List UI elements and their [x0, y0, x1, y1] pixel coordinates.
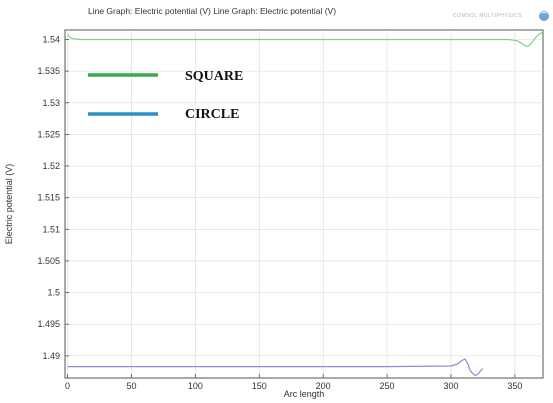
x-tick-label: 250 [380, 381, 395, 391]
grid [65, 30, 543, 378]
y-tick-label: 1.54 [42, 34, 60, 44]
chart-title: Line Graph: Electric potential (V) Line … [88, 6, 336, 16]
plot-frame [64, 29, 544, 379]
x-tick-label: 350 [507, 381, 522, 391]
series-group [67, 31, 544, 377]
y-tick-label: 1.495 [37, 319, 60, 329]
legend-label-square: SQUARE [185, 69, 243, 84]
y-tick-label: 1.52 [42, 161, 60, 171]
y-tick-label: 1.5 [47, 288, 60, 298]
x-tick-label: 100 [188, 381, 203, 391]
legend: SQUARE CIRCLE [88, 69, 243, 122]
x-tick-label: 200 [316, 381, 331, 391]
comsol-logo: COMSOL MULTIPHYSICS [453, 11, 549, 21]
x-tick-label: 150 [252, 381, 267, 391]
y-tick-label: 1.49 [42, 351, 60, 361]
y-tick-label: 1.525 [37, 129, 60, 139]
axis-ticks: 0 50 100 150 200 250 300 350 1.49 1.495 1.5 1.505 1.… [37, 34, 522, 391]
x-tick-label: 50 [126, 381, 136, 391]
series-line-circle [67, 358, 484, 377]
y-axis-label: Electric potential (V) [4, 164, 14, 245]
comsol-logo-icon [539, 11, 549, 21]
y-tick-label: 1.53 [42, 98, 60, 108]
legend-label-circle: CIRCLE [185, 107, 239, 122]
x-tick-label: 0 [65, 381, 70, 391]
y-tick-label: 1.505 [37, 256, 60, 266]
x-tick-label: 300 [443, 381, 458, 391]
series-line-square [67, 31, 544, 48]
y-tick-label: 1.51 [42, 224, 60, 234]
y-tick-label: 1.515 [37, 193, 60, 203]
logo-text: COMSOL MULTIPHYSICS [453, 13, 522, 19]
y-tick-label: 1.535 [37, 66, 60, 76]
x-axis-label: Arc length [284, 389, 325, 399]
